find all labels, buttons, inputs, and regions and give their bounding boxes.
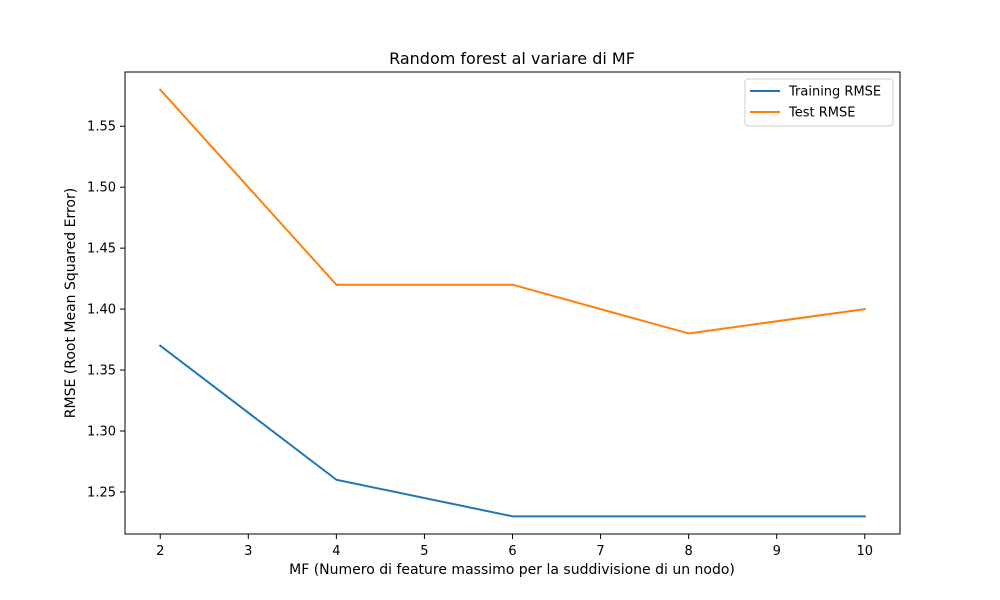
chart-title: Random forest al variare di MF [389,49,635,68]
legend-entry-0: Training RMSE [788,85,881,100]
y-tick-label-6: 1.55 [87,120,116,135]
y-tick-label-0: 1.25 [87,485,116,500]
y-tick-label-5: 1.50 [87,181,116,196]
plot-area: 2 3 4 5 6 7 8 9 10 1.25 1.30 1.35 1.40 1.45 1.50 1.55 [87,71,901,559]
x-tick-label-3: 5 [420,544,428,559]
y-tick-label-4: 1.45 [87,242,116,257]
legend-box [744,78,894,127]
y-axis-label: RMSE (Root Mean Squared Error) [63,188,79,418]
y-tick-label-2: 1.35 [87,364,116,379]
series-line-0 [158,344,866,518]
x-tick-label-0: 2 [156,544,164,559]
series-line-1 [158,88,866,335]
x-tick-label-7: 9 [773,544,781,559]
x-tick-label-1: 3 [244,544,252,559]
x-tick-label-6: 8 [684,544,692,559]
x-axis-label: MF (Numero di feature massimo per la sud… [289,562,735,578]
y-tick-label-1: 1.30 [87,424,116,439]
x-tick-label-2: 4 [332,544,340,559]
axes-frame [124,71,901,535]
legend: Training RMSE Test RMSE [744,78,894,127]
legend-entry-1: Test RMSE [788,106,855,121]
y-tick-label-3: 1.40 [87,303,116,318]
x-tick-label-5: 7 [596,544,604,559]
x-tick-label-8: 10 [856,544,873,559]
x-tick-label-4: 6 [508,544,516,559]
